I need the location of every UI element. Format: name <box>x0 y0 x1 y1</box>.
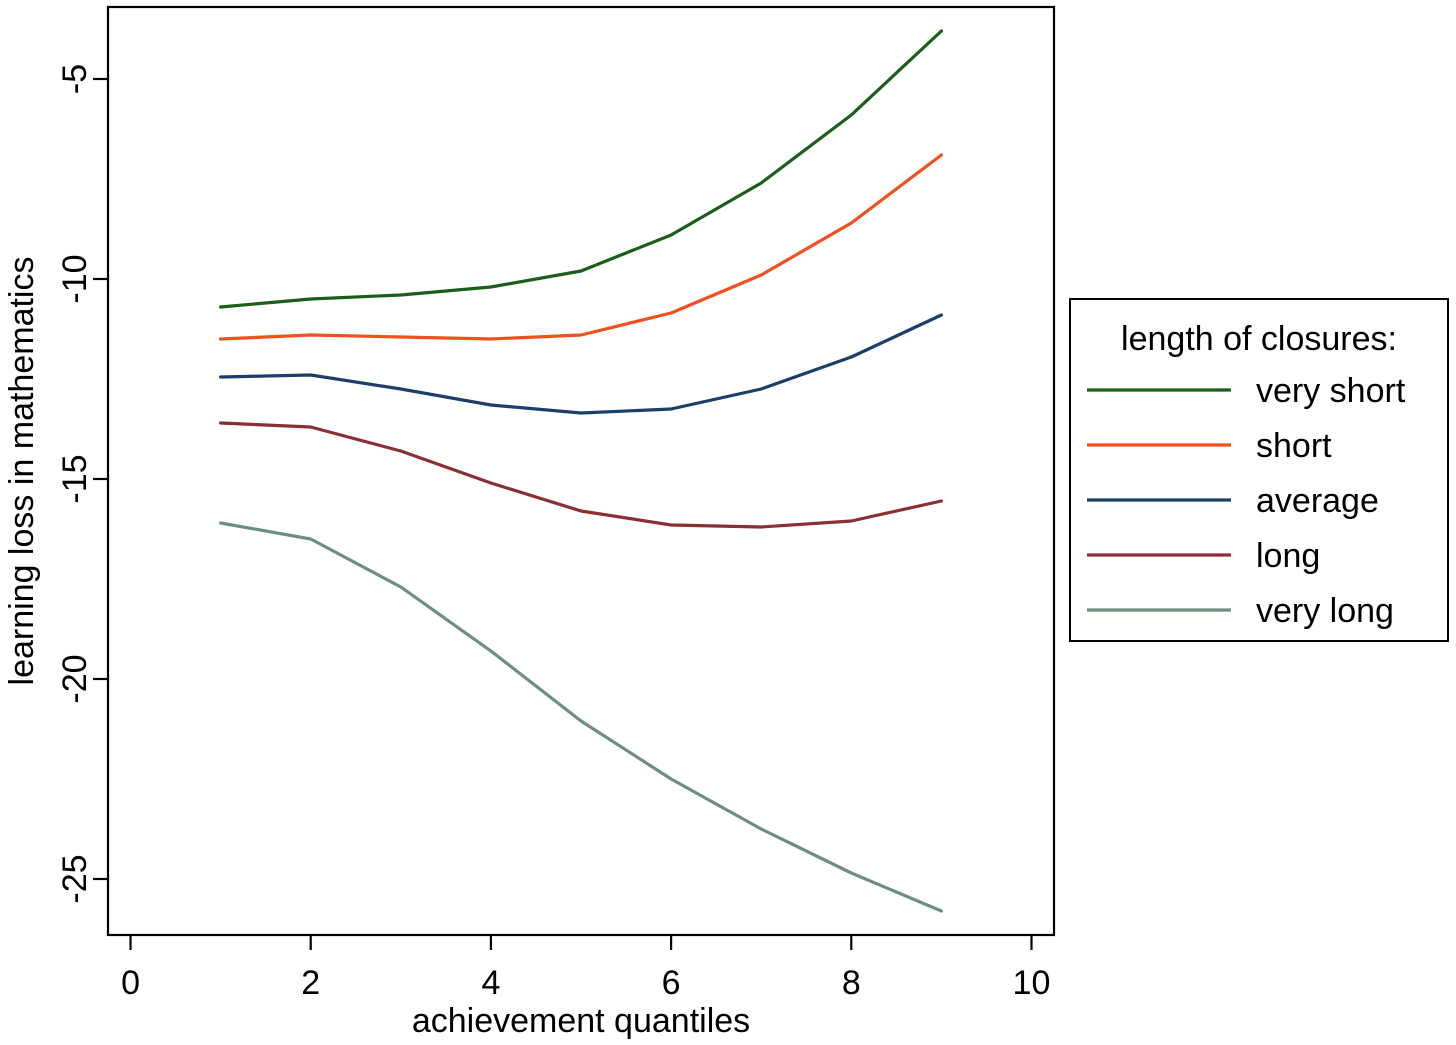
legend-entries: very short short average long very long <box>1087 372 1406 630</box>
legend-label: short <box>1256 427 1332 465</box>
series-line-long <box>219 421 944 529</box>
y-axis-title: learning loss in mathematics <box>3 257 41 686</box>
legend-label: long <box>1256 537 1320 575</box>
series-line-average <box>219 313 944 415</box>
series-line-very-long <box>219 521 944 913</box>
x-tick-label: 10 <box>1013 964 1051 1002</box>
legend-label: very short <box>1256 372 1406 410</box>
x-tick-label: 8 <box>842 964 861 1002</box>
series-line-very-short <box>219 29 944 309</box>
legend-title: length of closures: <box>1121 320 1397 358</box>
series-layer <box>219 29 944 913</box>
y-axis: -5 -10 -15 -20 -25 <box>56 64 108 904</box>
y-tick-label: -15 <box>56 454 94 503</box>
y-tick-label: -25 <box>56 854 94 903</box>
x-tick-label: 6 <box>662 964 681 1002</box>
x-axis-title: achievement quantiles <box>412 1002 750 1040</box>
x-tick-label: 0 <box>121 964 140 1002</box>
legend-frame <box>1069 298 1449 642</box>
x-axis: 0 2 4 6 8 10 <box>121 935 1050 1002</box>
y-tick-label: -5 <box>56 64 94 94</box>
series-line-short <box>219 153 944 341</box>
legend: length of closures: very short short avera… <box>1069 298 1449 642</box>
legend-label: very long <box>1256 592 1394 630</box>
x-tick-label: 4 <box>481 964 500 1002</box>
legend-label: average <box>1256 482 1379 520</box>
y-tick-label: -20 <box>56 654 94 703</box>
y-tick-label: -10 <box>56 254 94 303</box>
x-tick-label: 2 <box>301 964 320 1002</box>
plot-area-frame <box>106 5 1056 937</box>
